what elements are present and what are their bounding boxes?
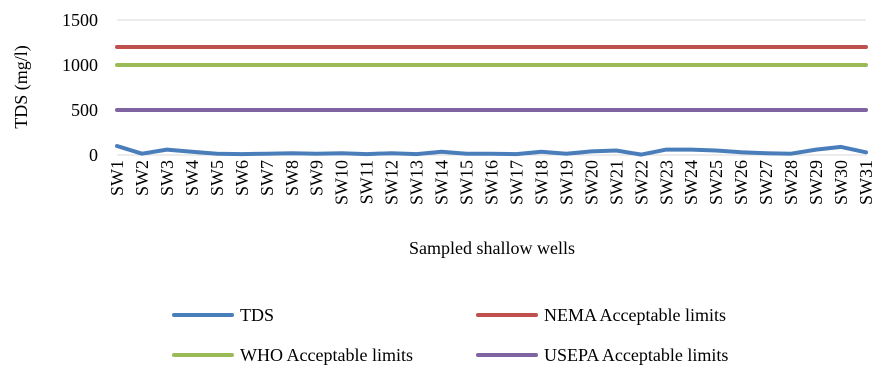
x-tick-label: SW11: [357, 160, 377, 204]
x-tick-label: SW22: [631, 160, 651, 205]
x-tick-label: SW20: [581, 160, 601, 205]
x-tick-label: SW2: [132, 160, 152, 196]
x-tick-label: SW19: [556, 160, 576, 205]
x-tick-label: SW16: [482, 160, 502, 205]
legend-item: USEPA Acceptable limits: [476, 345, 728, 365]
y-tick-labels: 0 500 1000 1500: [62, 10, 98, 165]
x-tick-label: SW15: [457, 160, 477, 205]
y-tick-label: 1000: [62, 55, 98, 75]
x-tick-label: SW12: [382, 160, 402, 205]
x-tick-label: SW9: [307, 160, 327, 196]
legend-label: NEMA Acceptable limits: [544, 305, 726, 325]
x-tick-label: SW17: [506, 160, 526, 205]
x-tick-label: SW18: [531, 160, 551, 205]
gridlines: [117, 19, 866, 156]
legend-item: NEMA Acceptable limits: [476, 305, 726, 325]
legend-item: TDS: [172, 305, 274, 325]
x-tick-label: SW29: [806, 160, 826, 205]
x-tick-label: SW28: [781, 160, 801, 205]
legend-label: WHO Acceptable limits: [240, 345, 413, 365]
legend-label: USEPA Acceptable limits: [544, 345, 728, 365]
x-tick-labels: SW1 SW2 SW3 SW4 SW5 SW6 SW7 SW8 SW9 SW10 SW11 SW12 S…: [107, 160, 872, 205]
y-tick-label: 0: [89, 145, 98, 165]
x-tick-label: SW5: [207, 160, 227, 196]
x-tick-label: SW1: [107, 160, 127, 196]
legend-label: TDS: [240, 305, 274, 325]
x-tick-label: SW31: [856, 160, 872, 205]
x-tick-label: SW27: [756, 160, 776, 205]
y-axis-label: TDS (mg/l): [11, 45, 32, 129]
x-axis-label: Sampled shallow wells: [409, 238, 575, 258]
x-tick-label: SW8: [282, 160, 302, 196]
x-tick-label: SW21: [606, 160, 626, 205]
x-tick-label: SW25: [706, 160, 726, 205]
x-tick-label: SW3: [157, 160, 177, 196]
x-tick-label: SW26: [731, 160, 751, 205]
y-tick-label: 1500: [62, 10, 98, 30]
x-tick-label: SW7: [257, 160, 277, 196]
series-line-0: [115, 144, 868, 157]
legend: TDS NEMA Acceptable limits WHO Acceptable …: [172, 305, 728, 365]
x-tick-label: SW10: [332, 160, 352, 205]
x-tick-label: SW30: [831, 160, 851, 205]
x-tick-label: SW14: [432, 160, 452, 205]
x-tick-label: SW13: [407, 160, 427, 205]
x-tick-label: SW23: [656, 160, 676, 205]
x-tick-label: SW4: [182, 160, 202, 196]
legend-item: WHO Acceptable limits: [172, 345, 413, 365]
x-tick-label: SW6: [232, 160, 252, 196]
x-tick-label: SW24: [681, 160, 701, 205]
y-tick-label: 500: [71, 100, 98, 120]
series-lines: [115, 45, 868, 157]
